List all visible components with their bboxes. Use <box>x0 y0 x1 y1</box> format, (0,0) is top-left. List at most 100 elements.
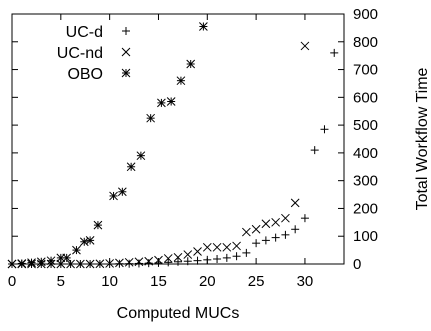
data-point <box>261 236 270 245</box>
legend: UC-d UC-nd OBO <box>57 24 131 83</box>
y-tick-label: 0 <box>353 256 361 273</box>
data-point <box>36 257 46 267</box>
x-tick-label: 25 <box>248 273 265 290</box>
data-point <box>144 259 153 268</box>
data-point <box>66 259 75 269</box>
series-uc-nd <box>7 41 310 269</box>
data-point <box>75 259 85 269</box>
data-point <box>117 187 127 197</box>
legend-label: OBO <box>67 66 103 83</box>
data-point <box>79 237 89 247</box>
data-point <box>271 233 280 242</box>
legend-label: UC-d <box>66 24 103 41</box>
data-point <box>136 151 146 161</box>
data-point <box>241 227 251 237</box>
data-point <box>251 224 261 234</box>
data-point <box>95 259 105 269</box>
y-tick-label: 700 <box>353 62 378 79</box>
x-tick-label: 15 <box>150 273 167 290</box>
y-tick-label: 200 <box>353 200 378 217</box>
data-point <box>242 248 251 257</box>
data-point <box>125 259 134 268</box>
data-point <box>163 254 173 263</box>
data-point <box>320 125 329 134</box>
y-axis-ticks: 0 100 200 300 400 500 600 700 800 900 <box>12 6 378 273</box>
y-tick-label: 100 <box>353 228 378 245</box>
data-point <box>72 245 81 255</box>
y-tick-label: 300 <box>353 173 378 190</box>
data-point <box>193 247 202 256</box>
data-point <box>271 217 281 227</box>
data-point <box>115 258 124 268</box>
data-point <box>261 219 271 229</box>
data-point <box>203 255 212 264</box>
data-point <box>85 236 95 245</box>
data-point <box>281 213 290 223</box>
data-point <box>199 22 208 31</box>
data-point <box>126 162 136 172</box>
data-point <box>157 98 166 108</box>
data-point <box>300 41 310 51</box>
data-point <box>146 113 156 123</box>
y-tick-label: 800 <box>353 34 378 51</box>
y-tick-label: 600 <box>353 89 378 106</box>
data-point <box>134 259 143 268</box>
plot-area: 0 5 10 15 20 25 30 0 100 200 300 400 500 600 700 800 90… <box>7 6 378 290</box>
data-point <box>252 239 261 248</box>
series-uc-d <box>8 48 339 268</box>
data-point <box>134 257 144 267</box>
legend-marker <box>121 47 131 57</box>
data-point <box>173 252 183 262</box>
legend-marker <box>122 27 130 35</box>
data-point <box>109 191 118 201</box>
data-point <box>222 253 231 262</box>
x-axis-title: Computed MUCs <box>117 305 240 322</box>
data-point <box>232 252 241 261</box>
data-point <box>183 250 193 259</box>
data-point <box>186 59 196 69</box>
data-point <box>93 220 103 230</box>
legend-marker <box>121 68 131 78</box>
data-point <box>193 256 202 265</box>
data-point <box>105 259 115 268</box>
data-point <box>232 241 241 251</box>
data-point <box>46 256 56 266</box>
data-points <box>7 22 339 269</box>
x-tick-label: 10 <box>101 273 118 290</box>
data-point <box>7 259 17 269</box>
series-obo <box>7 22 208 269</box>
x-tick-label: 0 <box>8 273 16 290</box>
data-point <box>222 242 232 252</box>
data-point <box>281 230 290 239</box>
data-point <box>174 257 182 266</box>
data-point <box>62 253 72 263</box>
data-point <box>330 48 339 57</box>
data-point <box>85 259 95 269</box>
y-tick-label: 900 <box>353 6 378 23</box>
data-point <box>176 76 186 86</box>
data-point <box>310 146 319 155</box>
data-point <box>27 258 36 267</box>
data-point <box>300 214 309 223</box>
data-point <box>154 255 163 265</box>
legend-label: UC-nd <box>57 45 103 62</box>
data-point <box>166 97 176 106</box>
x-axis-ticks: 0 5 10 15 20 25 30 <box>8 14 313 290</box>
x-tick-label: 30 <box>297 273 314 290</box>
y-tick-label: 500 <box>353 117 378 134</box>
data-point <box>183 257 192 266</box>
y-axis-title: Total Workflow Time <box>414 67 431 210</box>
data-point <box>291 225 300 234</box>
x-tick-label: 5 <box>57 273 65 290</box>
y-tick-label: 400 <box>353 145 378 162</box>
data-point <box>124 257 134 267</box>
x-tick-label: 20 <box>199 273 216 290</box>
data-point <box>213 255 222 263</box>
data-point <box>290 198 300 208</box>
data-point <box>164 258 173 267</box>
data-point <box>115 259 124 268</box>
data-point <box>144 256 154 266</box>
data-point <box>17 259 27 268</box>
data-point <box>202 242 212 252</box>
